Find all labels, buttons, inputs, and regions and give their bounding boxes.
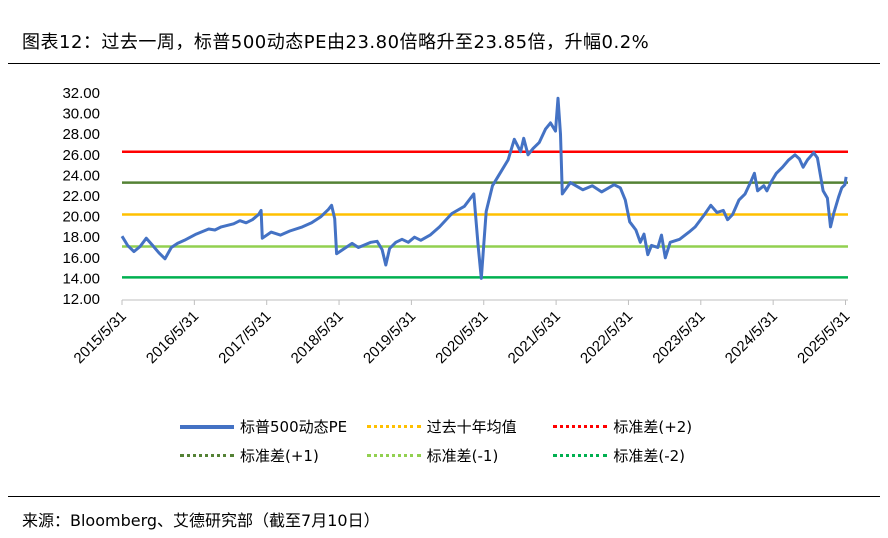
- legend-swatch: [180, 454, 234, 457]
- legend-item-minus2: 标准差(-2): [553, 445, 740, 466]
- legend-label: 标准差(+1): [240, 447, 319, 465]
- x-tick-label: 2020/5/31: [432, 308, 491, 367]
- y-tick-label: 32.00: [62, 85, 100, 102]
- legend: 标普500动态PE 过去十年均值 标准差(+2) 标准差(+1) 标准差(-1)…: [180, 412, 740, 470]
- y-tick-label: 22.00: [62, 188, 100, 205]
- pe-series: [120, 96, 848, 280]
- y-tick-label: 28.00: [62, 126, 100, 143]
- x-tick-label: 2019/5/31: [360, 308, 419, 367]
- source-rule: [8, 496, 880, 497]
- x-tick-label: 2018/5/31: [288, 308, 347, 367]
- figure-title: 图表12：过去一周，标普500动态PE由23.80倍略升至23.85倍，升幅0.…: [22, 32, 650, 53]
- x-tick-label: 2021/5/31: [505, 308, 564, 367]
- legend-swatch: [366, 425, 421, 428]
- legend-item-plus1: 标准差(+1): [180, 445, 367, 466]
- legend-swatch: [553, 425, 608, 428]
- y-tick-label: 14.00: [62, 270, 100, 287]
- source-note: 来源：Bloomberg、艾德研究部（截至7月10日）: [22, 511, 380, 530]
- y-tick-label: 16.00: [62, 250, 100, 267]
- x-axis: 2015/5/31 2016/5/31 2017/5/31 2018/5/31 2019…: [71, 299, 853, 367]
- y-tick-label: 18.00: [62, 229, 100, 246]
- y-tick-label: 26.00: [62, 147, 100, 164]
- y-tick-label: 12.00: [62, 291, 100, 308]
- x-tick-label: 2016/5/31: [143, 308, 202, 367]
- title-rule: [8, 63, 880, 64]
- legend-swatch: [180, 424, 234, 429]
- y-axis: 12.00 14.00 16.00 18.00 20.00 22.00 24.00 26.00…: [62, 85, 100, 308]
- x-tick-label: 2015/5/31: [71, 308, 130, 367]
- legend-label: 标准差(-2): [613, 447, 686, 465]
- legend-label: 标普500动态PE: [240, 418, 348, 436]
- x-tick-label: 2025/5/31: [794, 308, 853, 367]
- x-tick-label: 2024/5/31: [722, 308, 781, 367]
- y-tick-label: 24.00: [62, 167, 100, 184]
- legend-swatch: [553, 454, 608, 457]
- legend-label: 标准差(-1): [426, 447, 499, 465]
- legend-item-pe: 标普500动态PE: [180, 416, 367, 437]
- legend-item-minus1: 标准差(-1): [366, 445, 554, 466]
- y-tick-label: 30.00: [62, 106, 100, 123]
- legend-swatch: [366, 454, 421, 457]
- x-tick-label: 2023/5/31: [649, 308, 708, 367]
- legend-label: 过去十年均值: [426, 418, 517, 436]
- legend-item-mean: 过去十年均值: [366, 416, 554, 437]
- legend-item-plus2: 标准差(+2): [553, 416, 740, 437]
- y-tick-label: 20.00: [62, 209, 100, 226]
- x-tick-label: 2022/5/31: [577, 308, 636, 367]
- x-tick-label: 2017/5/31: [215, 308, 274, 367]
- pe-line: [120, 96, 848, 280]
- legend-label: 标准差(+2): [613, 418, 693, 436]
